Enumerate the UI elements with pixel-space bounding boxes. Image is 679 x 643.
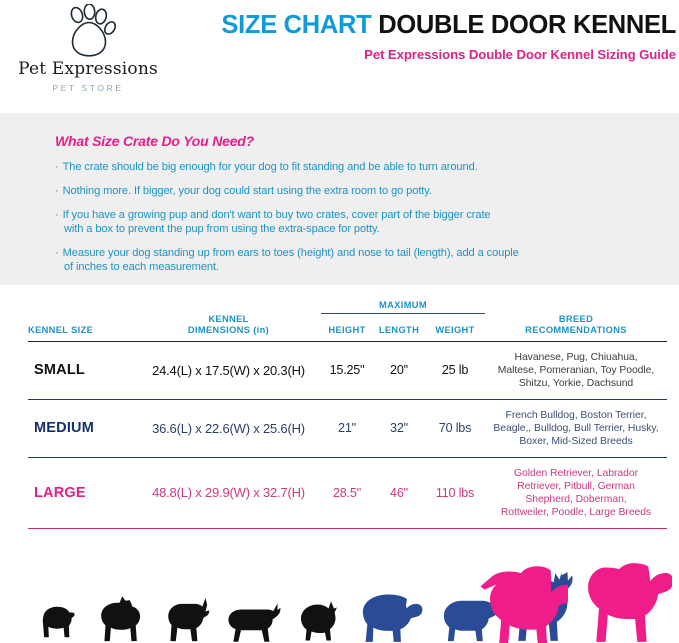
bullet-marker-icon: · xyxy=(55,185,59,197)
brand-logo: Pet Expressions PET STORE xyxy=(8,4,168,96)
header-length: LENGTH xyxy=(378,324,420,335)
info-bullet-2-text: Nothing more. If bigger, your dog could … xyxy=(62,185,432,197)
table-row-small: SMALL 24.4(L) x 17.5(W) x 20.3(H) 15.25"… xyxy=(28,340,667,399)
title-rest: DOUBLE DOOR KENNEL xyxy=(371,11,676,39)
header-kennel-size: KENNEL SIZE xyxy=(28,324,94,335)
page-subtitle: Pet Expressions Double Door Kennel Sizin… xyxy=(364,47,676,62)
row-medium-dimensions: 36.6(L) x 22.6(W) x 25.6(H) xyxy=(136,398,321,457)
brand-tagline: PET STORE xyxy=(52,83,124,93)
table-row-large: LARGE 48.8(L) x 29.9(W) x 32.7(H) 28.5" … xyxy=(28,456,667,528)
info-bullet-4-text: Measure your dog standing up from ears t… xyxy=(62,247,519,259)
row-medium-height: 21" xyxy=(321,398,373,457)
size-table-wrapper: MAXIMUM KENNEL SIZE KENNEL DIMENSIONS (i… xyxy=(0,300,679,529)
page-title: SIZE CHART DOUBLE DOOR KENNEL xyxy=(168,10,676,40)
dog-silhouette-large-1 xyxy=(588,563,672,642)
row-small-weight: 25 lb xyxy=(425,340,485,399)
header-weight: WEIGHT xyxy=(435,324,475,335)
header-maximum: MAXIMUM xyxy=(321,300,485,314)
info-heading: What Size Crate Do You Need? xyxy=(55,133,254,149)
info-bullet-1-text: The crate should be big enough for your … xyxy=(62,161,478,173)
spacer-cell xyxy=(28,300,136,314)
table-row-medium: MEDIUM 36.6(L) x 22.6(W) x 25.6(H) 21" 3… xyxy=(28,398,667,457)
row-small-length: 20" xyxy=(373,340,425,399)
row-small-size: SMALL xyxy=(28,340,136,399)
row-medium-size: MEDIUM xyxy=(28,398,136,457)
row-small-dimensions: 24.4(L) x 17.5(W) x 20.3(H) xyxy=(136,340,321,399)
info-bullet-3: · If you have a growing pup and don't wan… xyxy=(55,208,629,236)
dog-silhouette-small-3 xyxy=(168,597,210,642)
dog-silhouette-strip xyxy=(0,556,679,643)
header-kennel-dimensions-l2: DIMENSIONS (in) xyxy=(187,324,270,335)
info-bullet-3-text: If you have a growing pup and don't want… xyxy=(62,209,491,221)
info-bullet-4-cont: of inches to each measurement. xyxy=(64,261,219,273)
dog-silhouette-small-2 xyxy=(101,596,141,642)
table-bottom-rule xyxy=(28,527,667,529)
paw-print-icon xyxy=(56,4,120,58)
row-small-breeds-l1: Havanese, Pug, Chiuahua, xyxy=(514,351,638,363)
bullet-marker-icon: · xyxy=(55,209,59,221)
header-kennel-dimensions-l1: KENNEL xyxy=(208,313,249,324)
header-breed-l1: BREED xyxy=(558,313,594,324)
row-medium-breeds-l1: French Bulldog, Boston Terrier, xyxy=(505,409,647,421)
page-header: Pet Expressions PET STORE SIZE CHART DOU… xyxy=(0,0,679,113)
dog-silhouette-large-2b xyxy=(480,566,568,643)
dog-silhouette-small-1 xyxy=(42,606,75,638)
title-block: SIZE CHART DOUBLE DOOR KENNEL Pet Expres… xyxy=(168,10,676,62)
row-small-breeds-l2: Maltese, Pomeranian, Toy Poodle, xyxy=(497,364,655,376)
header-height: HEIGHT xyxy=(328,324,366,335)
dog-silhouette-small-5 xyxy=(301,601,337,641)
info-bullet-3-cont: with a box to prevent the pup from using… xyxy=(64,223,380,235)
dog-silhouette-medium-1 xyxy=(362,594,423,642)
info-bullet-1: · The crate should be big enough for your… xyxy=(55,160,629,174)
dog-silhouette-medium-2 xyxy=(443,595,499,642)
brand-name: Pet Expressions xyxy=(18,59,158,79)
row-large-breeds-l2: Retriever, Pitbull, German xyxy=(517,480,635,492)
size-table: MAXIMUM KENNEL SIZE KENNEL DIMENSIONS (i… xyxy=(28,300,667,529)
info-bullet-4: · Measure your dog standing up from ears … xyxy=(55,246,629,274)
header-kennel-dimensions: KENNEL DIMENSIONS (in) xyxy=(136,314,321,342)
row-medium-length: 32" xyxy=(373,398,425,457)
row-large-breeds-l1: Golden Retriever, Labrador xyxy=(513,467,639,479)
row-medium-weight: 70 lbs xyxy=(425,398,485,457)
dog-silhouette-small-4 xyxy=(228,603,281,642)
row-medium-breeds-l2: Beagle,, Bulldog, Bull Terrier, Husky, xyxy=(493,422,659,434)
row-large-breeds: Golden Retriever, Labrador Retriever, Pi… xyxy=(485,456,667,528)
row-large-breeds-l3: Shepherd, Doberman, xyxy=(525,493,627,505)
spacer-cell xyxy=(485,300,667,314)
table-bottom-rule-cell xyxy=(28,527,667,529)
header-breed-recommendations: BREED RECOMMENDATIONS xyxy=(485,314,667,342)
header-breed-l2: RECOMMENDATIONS xyxy=(525,324,627,335)
row-large-length: 46" xyxy=(373,456,425,528)
row-medium-breeds-l3: Boxer, Mid-Sized Breeds xyxy=(519,435,633,447)
title-highlight: SIZE CHART xyxy=(221,11,372,39)
bullet-marker-icon: · xyxy=(55,161,59,173)
row-medium-breeds: French Bulldog, Boston Terrier, Beagle,,… xyxy=(485,398,667,457)
row-large-breeds-l4: Rottweiler, Poodle, Large Breeds xyxy=(500,506,652,518)
info-panel: What Size Crate Do You Need? · The crate … xyxy=(0,113,679,285)
row-large-height: 28.5" xyxy=(321,456,373,528)
row-small-height: 15.25" xyxy=(321,340,373,399)
spacer-cell xyxy=(136,300,321,314)
table-header-row: KENNEL SIZE KENNEL DIMENSIONS (in) HEIGH… xyxy=(28,314,667,342)
info-bullet-2: · Nothing more. If bigger, your dog could… xyxy=(55,184,629,198)
row-small-breeds-l3: Shitzu, Yorkie, Dachsund xyxy=(518,377,634,389)
table-superheader-row: MAXIMUM xyxy=(28,300,667,314)
row-large-weight: 110 lbs xyxy=(425,456,485,528)
row-small-breeds: Havanese, Pug, Chiuahua, Maltese, Pomera… xyxy=(485,340,667,399)
bullet-marker-icon: · xyxy=(55,247,59,259)
row-large-size: LARGE xyxy=(28,456,136,528)
row-large-dimensions: 48.8(L) x 29.9(W) x 32.7(H) xyxy=(136,456,321,528)
